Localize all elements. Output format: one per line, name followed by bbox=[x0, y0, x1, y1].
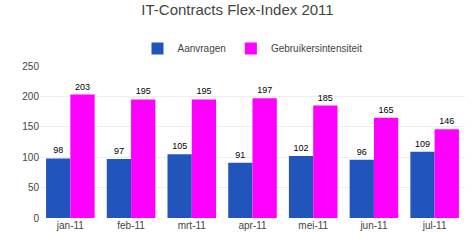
svg-text:165: 165 bbox=[379, 105, 394, 115]
svg-text:105: 105 bbox=[172, 141, 187, 151]
svg-text:195: 195 bbox=[136, 86, 151, 96]
svg-text:250: 250 bbox=[22, 61, 39, 72]
svg-text:91: 91 bbox=[235, 150, 245, 160]
svg-text:jan-11: jan-11 bbox=[56, 220, 84, 231]
svg-text:mrt-11: mrt-11 bbox=[178, 220, 207, 231]
svg-text:jun-11: jun-11 bbox=[359, 220, 387, 231]
svg-text:109: 109 bbox=[415, 139, 430, 149]
svg-text:apr-11: apr-11 bbox=[238, 220, 267, 231]
svg-text:150: 150 bbox=[22, 121, 39, 132]
svg-text:50: 50 bbox=[28, 182, 40, 193]
svg-text:203: 203 bbox=[75, 82, 90, 92]
svg-text:97: 97 bbox=[114, 146, 124, 156]
svg-text:146: 146 bbox=[439, 116, 454, 126]
svg-text:feb-11: feb-11 bbox=[117, 220, 145, 231]
svg-text:185: 185 bbox=[318, 93, 333, 103]
svg-text:IT-Contracts Flex-Index 2011: IT-Contracts Flex-Index 2011 bbox=[141, 1, 333, 18]
svg-text:0: 0 bbox=[33, 213, 39, 224]
svg-text:jul-11: jul-11 bbox=[422, 220, 447, 231]
svg-text:96: 96 bbox=[357, 147, 367, 157]
svg-text:195: 195 bbox=[196, 86, 211, 96]
svg-text:197: 197 bbox=[257, 85, 272, 95]
svg-text:Gebruikersintensiteit: Gebruikersintensiteit bbox=[271, 43, 362, 54]
svg-text:Aanvragen: Aanvragen bbox=[178, 43, 226, 54]
svg-text:200: 200 bbox=[22, 91, 39, 102]
svg-text:100: 100 bbox=[22, 152, 39, 163]
svg-text:98: 98 bbox=[53, 145, 63, 155]
svg-text:mei-11: mei-11 bbox=[298, 220, 328, 231]
svg-text:102: 102 bbox=[294, 143, 309, 153]
